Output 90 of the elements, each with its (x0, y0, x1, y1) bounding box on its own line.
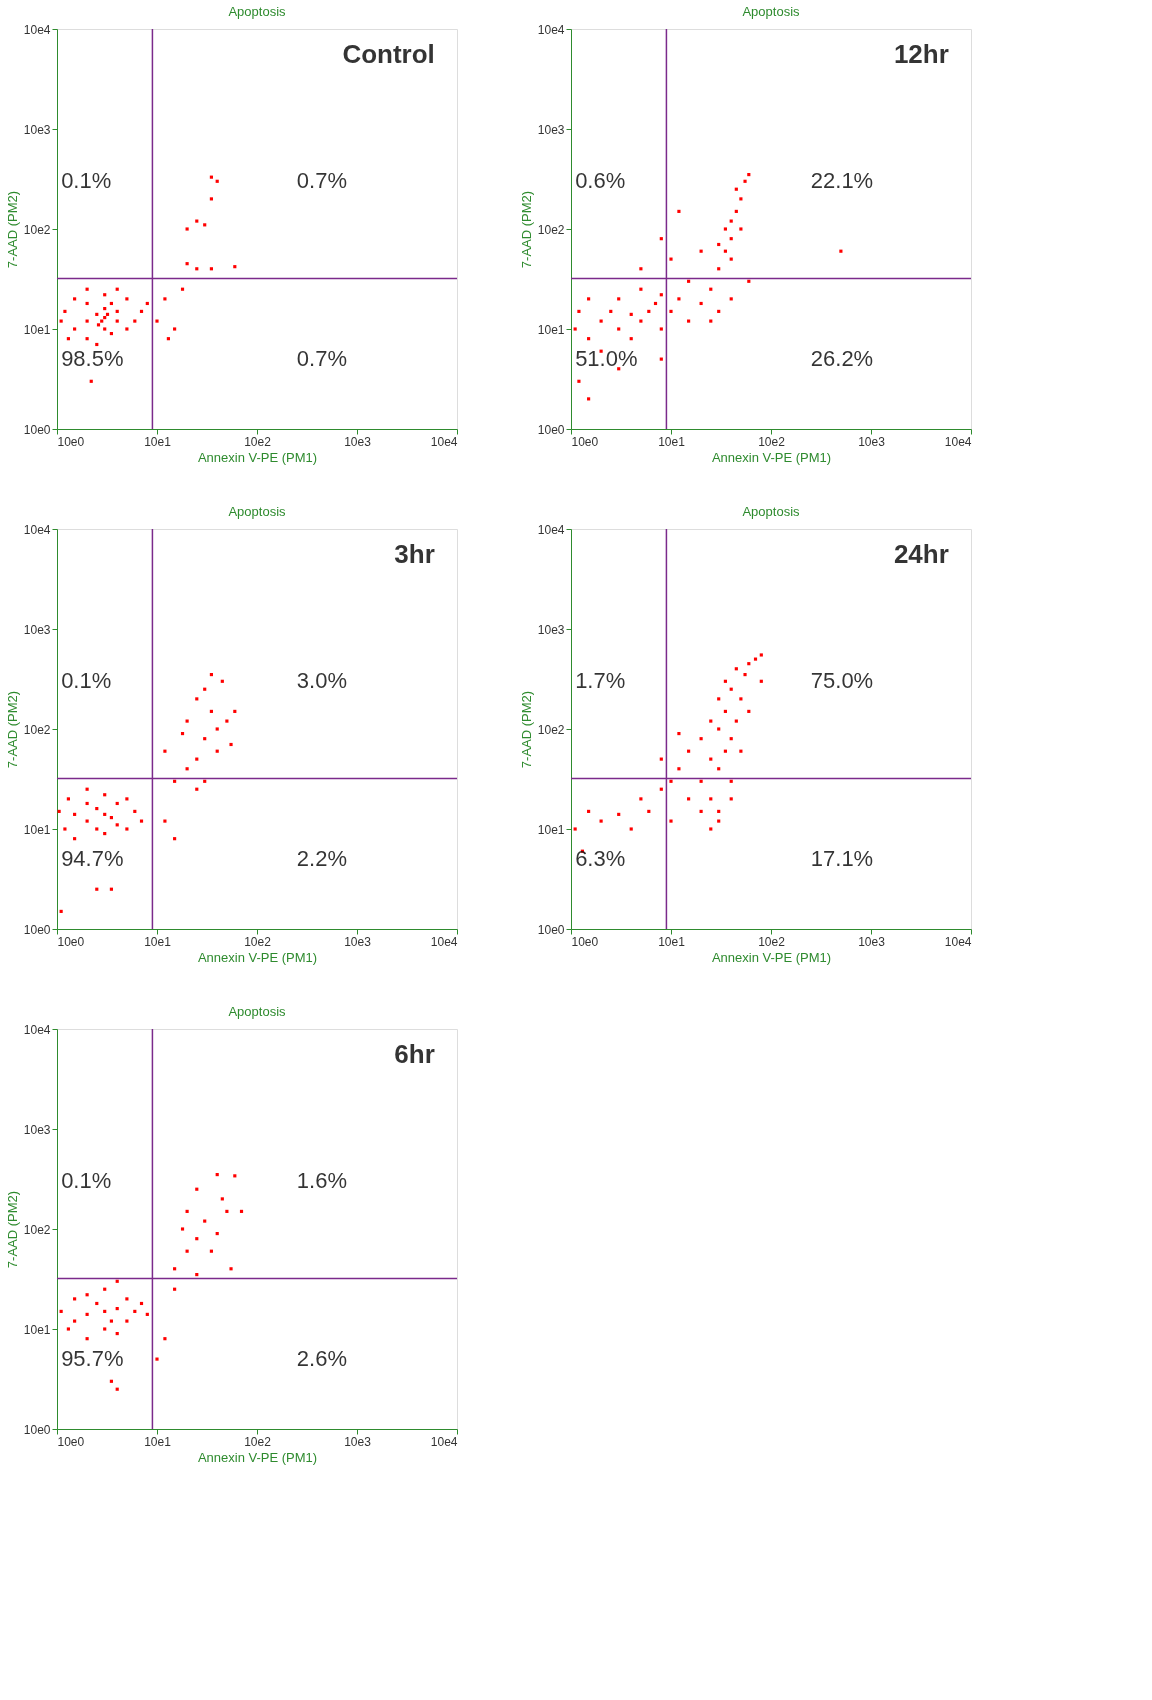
x-axis-title: Annexin V-PE (PM1) (711, 449, 832, 465)
annotation: 6hr (394, 1038, 435, 1069)
x-axis-title: Annexin V-PE (PM1) (711, 949, 832, 965)
y-tick-label: 10e1 (537, 322, 565, 337)
x-tick-label: 10e3 (344, 934, 372, 949)
y-tick-label: 10e0 (537, 422, 565, 437)
annotation: 0.1% (61, 668, 112, 694)
y-tick-label: 10e2 (537, 222, 565, 237)
y-axis-title: 7-AAD (PM2) (4, 690, 20, 769)
y-tick-label: 10e3 (537, 122, 565, 137)
annotation: 51.0% (575, 346, 638, 372)
chart-title: Apoptosis (742, 4, 801, 19)
annotation: 26.2% (810, 346, 874, 372)
y-tick-label: 10e3 (23, 1122, 51, 1137)
annotation: 0.7% (296, 346, 347, 372)
y-tick-label: 10e0 (23, 1422, 51, 1437)
x-axis-title: Annexin V-PE (PM1) (197, 1449, 318, 1465)
x-axis-title: Annexin V-PE (PM1) (197, 449, 318, 465)
y-tick-label: 10e4 (23, 22, 51, 37)
chart-title: Apoptosis (228, 504, 287, 519)
y-tick-label: 10e4 (23, 1022, 51, 1037)
y-axis-title: 7-AAD (PM2) (4, 1190, 20, 1269)
annotation: 1.7% (575, 668, 626, 694)
y-tick-label: 10e2 (23, 722, 51, 737)
x-tick-label: 10e3 (858, 434, 886, 449)
annotation: 98.5% (61, 346, 124, 372)
x-tick-label: 10e3 (344, 1434, 372, 1449)
x-tick-label: 10e2 (244, 434, 272, 449)
x-tick-label: 10e3 (344, 434, 372, 449)
x-tick-label: 10e4 (430, 434, 458, 449)
y-tick-label: 10e1 (23, 322, 51, 337)
x-tick-label: 10e2 (244, 1434, 272, 1449)
x-axis-title: Annexin V-PE (PM1) (197, 949, 318, 965)
y-tick-label: 10e2 (23, 222, 51, 237)
y-tick-label: 10e4 (537, 22, 565, 37)
annotation: 2.6% (296, 1346, 347, 1372)
x-tick-label: 10e0 (571, 434, 599, 449)
annotation: 0.1% (61, 168, 112, 194)
y-tick-label: 10e1 (537, 822, 565, 837)
y-tick-label: 10e3 (23, 622, 51, 637)
x-tick-label: 10e2 (244, 934, 272, 949)
y-tick-label: 10e4 (23, 522, 51, 537)
y-tick-label: 10e1 (23, 1322, 51, 1337)
y-axis-title: 7-AAD (PM2) (518, 190, 534, 269)
annotation: 3hr (394, 538, 435, 569)
x-tick-label: 10e4 (944, 934, 972, 949)
y-tick-label: 10e0 (23, 422, 51, 437)
annotation: 2.2% (296, 846, 347, 872)
chart-title: Apoptosis (742, 504, 801, 519)
x-tick-label: 10e0 (57, 934, 85, 949)
x-tick-label: 10e4 (944, 434, 972, 449)
annotation: 24hr (893, 538, 949, 569)
x-tick-label: 10e1 (658, 934, 686, 949)
y-axis-title: 7-AAD (PM2) (518, 690, 534, 769)
x-tick-label: 10e1 (144, 1434, 172, 1449)
x-tick-label: 10e1 (144, 934, 172, 949)
y-tick-label: 10e0 (537, 922, 565, 937)
annotation: 0.1% (61, 1168, 112, 1194)
y-tick-label: 10e1 (23, 822, 51, 837)
chart-title: Apoptosis (228, 4, 287, 19)
annotation: 6.3% (575, 846, 626, 872)
annotation: Control (342, 38, 435, 69)
annotation: 94.7% (61, 846, 124, 872)
y-tick-label: 10e2 (537, 722, 565, 737)
annotation: 3.0% (296, 668, 347, 694)
x-tick-label: 10e0 (57, 434, 85, 449)
annotation: 17.1% (810, 846, 874, 872)
x-tick-label: 10e1 (658, 434, 686, 449)
y-tick-label: 10e2 (23, 1222, 51, 1237)
x-tick-label: 10e4 (430, 1434, 458, 1449)
y-axis-title: 7-AAD (PM2) (4, 190, 20, 269)
annotation: 12hr (893, 38, 949, 69)
annotation: 95.7% (61, 1346, 124, 1372)
x-tick-label: 10e2 (758, 434, 786, 449)
x-tick-label: 10e0 (57, 1434, 85, 1449)
y-tick-label: 10e3 (23, 122, 51, 137)
y-tick-label: 10e3 (537, 622, 565, 637)
y-tick-label: 10e0 (23, 922, 51, 937)
annotation: 75.0% (810, 668, 874, 694)
x-tick-label: 10e0 (571, 934, 599, 949)
chart-title: Apoptosis (228, 1004, 287, 1019)
y-tick-label: 10e4 (537, 522, 565, 537)
annotation: 0.7% (296, 168, 347, 194)
annotation: 22.1% (810, 168, 874, 194)
x-tick-label: 10e2 (758, 934, 786, 949)
annotation: 0.6% (575, 168, 626, 194)
annotation: 1.6% (296, 1168, 347, 1194)
x-tick-label: 10e1 (144, 434, 172, 449)
x-tick-label: 10e3 (858, 934, 886, 949)
x-tick-label: 10e4 (430, 934, 458, 949)
